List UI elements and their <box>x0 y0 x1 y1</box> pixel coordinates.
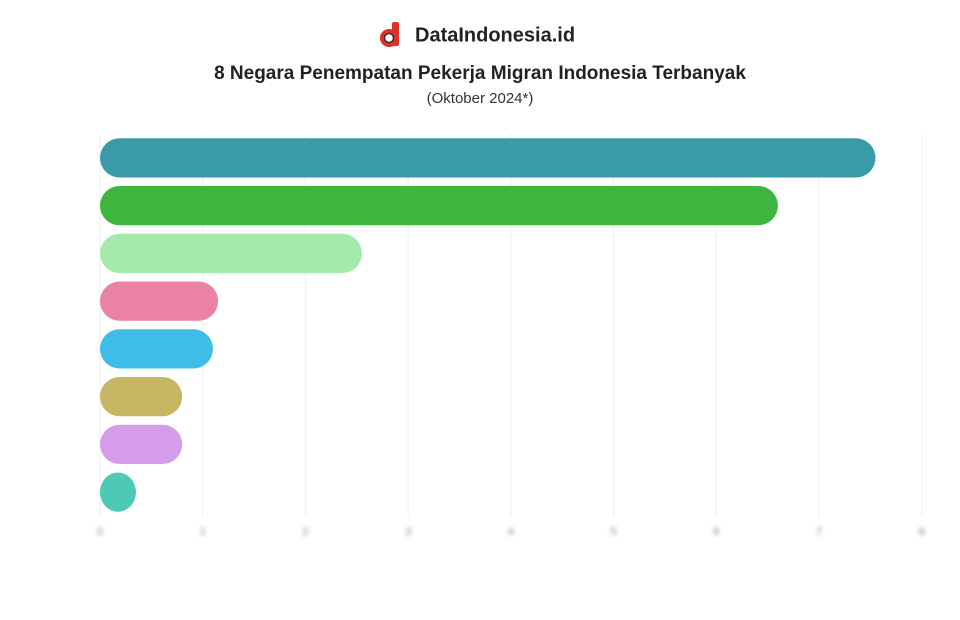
bar <box>100 281 219 321</box>
logo-lens <box>383 32 395 44</box>
bar <box>100 424 183 464</box>
bar <box>100 186 778 226</box>
bar <box>100 138 876 178</box>
chart-subtitle: (Oktober 2024*) <box>427 90 534 107</box>
bar <box>100 233 362 273</box>
x-tick-label: 4 <box>508 526 514 538</box>
x-tick-label: 7 <box>816 526 822 538</box>
bar <box>100 472 136 512</box>
chart-title: 8 Negara Penempatan Pekerja Migran Indon… <box>214 63 746 84</box>
x-tick-label: 2 <box>302 526 308 538</box>
brand: DataIndonesia.id <box>415 24 575 46</box>
x-tick-label: 8 <box>919 526 925 538</box>
x-tick-label: 1 <box>200 526 206 538</box>
bar <box>100 329 213 369</box>
x-tick-label: 0 <box>97 526 103 538</box>
x-tick-label: 5 <box>611 526 617 538</box>
plot: 0 1 2 3 4 5 6 7 8 <box>97 134 925 538</box>
x-tick-label: 3 <box>405 526 411 538</box>
bar <box>100 377 183 417</box>
x-tick-label: 6 <box>713 526 719 538</box>
logo <box>380 22 399 47</box>
